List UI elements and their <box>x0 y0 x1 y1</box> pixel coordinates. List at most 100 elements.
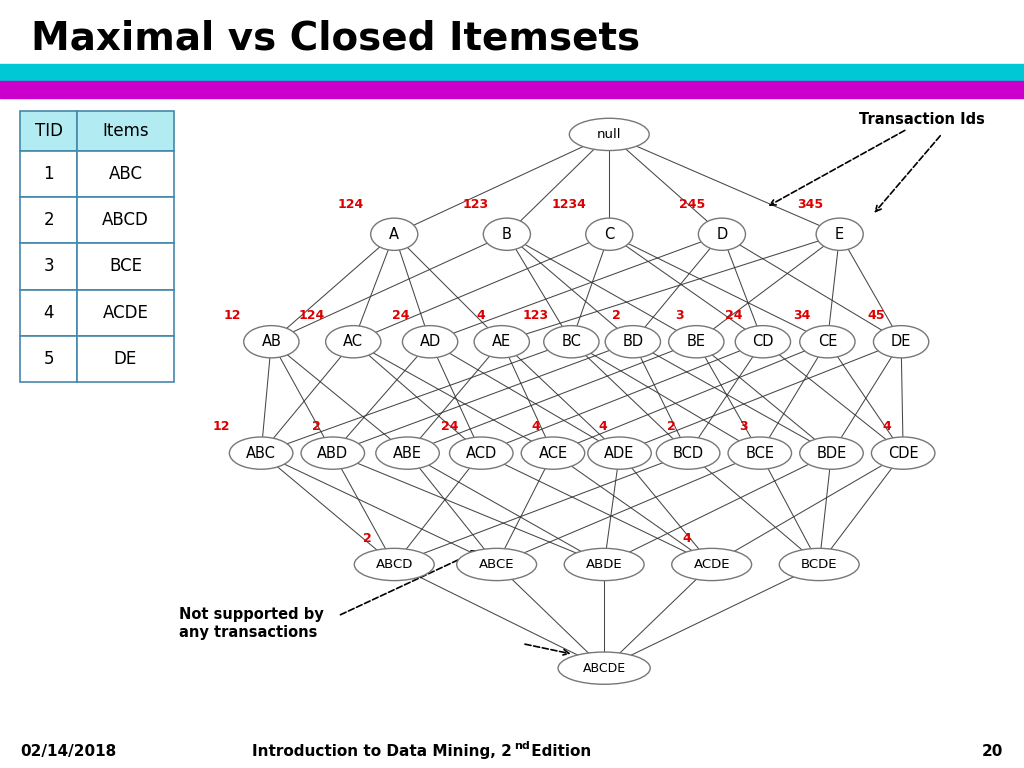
Bar <box>20 151 77 197</box>
Text: 345: 345 <box>797 198 823 211</box>
Text: 24: 24 <box>441 420 459 433</box>
Text: ABC: ABC <box>109 165 142 184</box>
Ellipse shape <box>474 326 529 358</box>
Text: CD: CD <box>753 334 773 349</box>
Text: 124: 124 <box>298 309 325 322</box>
Text: D: D <box>717 227 727 242</box>
Text: 4: 4 <box>682 531 691 545</box>
Ellipse shape <box>816 218 863 250</box>
Bar <box>20 290 77 336</box>
Text: BCE: BCE <box>109 257 142 276</box>
Ellipse shape <box>544 326 599 358</box>
Ellipse shape <box>569 118 649 151</box>
Text: 2: 2 <box>311 420 321 433</box>
Ellipse shape <box>244 326 299 358</box>
Text: BCDE: BCDE <box>801 558 838 571</box>
Text: Not supported by
any transactions: Not supported by any transactions <box>179 607 324 640</box>
Bar <box>77 243 174 290</box>
Text: 2: 2 <box>667 420 676 433</box>
Ellipse shape <box>779 548 859 581</box>
Ellipse shape <box>229 437 293 469</box>
Text: C: C <box>604 227 614 242</box>
Text: 3: 3 <box>676 309 684 322</box>
Bar <box>77 336 174 382</box>
Ellipse shape <box>326 326 381 358</box>
Text: Transaction Ids: Transaction Ids <box>859 111 984 127</box>
Ellipse shape <box>800 437 863 469</box>
Text: 12: 12 <box>223 309 241 322</box>
Bar <box>0 64 1024 81</box>
Text: CE: CE <box>818 334 837 349</box>
Bar <box>20 243 77 290</box>
Text: TID: TID <box>35 122 62 141</box>
Text: ABCD: ABCD <box>376 558 413 571</box>
Text: 24: 24 <box>725 309 742 322</box>
Ellipse shape <box>605 326 660 358</box>
Text: 123: 123 <box>462 198 488 211</box>
Ellipse shape <box>728 437 792 469</box>
Text: ABC: ABC <box>246 445 276 461</box>
Ellipse shape <box>698 218 745 250</box>
Text: AC: AC <box>343 334 364 349</box>
Bar <box>77 290 174 336</box>
Ellipse shape <box>735 326 791 358</box>
Text: 4: 4 <box>598 420 607 433</box>
Text: 02/14/2018: 02/14/2018 <box>20 743 117 759</box>
Text: Maximal vs Closed Itemsets: Maximal vs Closed Itemsets <box>31 19 640 57</box>
Text: AD: AD <box>420 334 440 349</box>
Text: ACE: ACE <box>539 445 567 461</box>
Text: 2: 2 <box>362 531 372 545</box>
Ellipse shape <box>656 437 720 469</box>
Text: 34: 34 <box>794 309 811 322</box>
Text: BDE: BDE <box>816 445 847 461</box>
Ellipse shape <box>669 326 724 358</box>
Bar <box>77 151 174 197</box>
Bar <box>0 81 1024 98</box>
Text: 4: 4 <box>882 420 891 433</box>
Text: 2: 2 <box>43 211 54 230</box>
Text: DE: DE <box>891 334 911 349</box>
Text: ABCDE: ABCDE <box>583 662 626 674</box>
Bar <box>20 111 77 151</box>
Text: nd: nd <box>514 741 529 752</box>
Text: BCD: BCD <box>673 445 703 461</box>
Text: Introduction to Data Mining, 2: Introduction to Data Mining, 2 <box>252 743 512 759</box>
Ellipse shape <box>402 326 458 358</box>
Text: ABCE: ABCE <box>479 558 514 571</box>
Bar <box>20 336 77 382</box>
Ellipse shape <box>871 437 935 469</box>
Ellipse shape <box>354 548 434 581</box>
Ellipse shape <box>586 218 633 250</box>
Text: E: E <box>836 227 844 242</box>
Text: 4: 4 <box>531 420 541 433</box>
Text: BC: BC <box>561 334 582 349</box>
Text: Edition: Edition <box>526 743 592 759</box>
Text: ABCD: ABCD <box>102 211 148 230</box>
Text: 3: 3 <box>739 420 748 433</box>
Ellipse shape <box>672 548 752 581</box>
Text: null: null <box>597 128 622 141</box>
Text: ADE: ADE <box>604 445 635 461</box>
Text: 5: 5 <box>43 349 54 368</box>
Text: CDE: CDE <box>888 445 919 461</box>
Ellipse shape <box>371 218 418 250</box>
Text: ACDE: ACDE <box>693 558 730 571</box>
Ellipse shape <box>376 437 439 469</box>
Text: 4: 4 <box>476 309 485 322</box>
Text: B: B <box>502 227 512 242</box>
Text: 3: 3 <box>43 257 54 276</box>
Text: ACD: ACD <box>466 445 497 461</box>
Ellipse shape <box>800 326 855 358</box>
Text: ABD: ABD <box>317 445 348 461</box>
Ellipse shape <box>483 218 530 250</box>
Text: AE: AE <box>493 334 511 349</box>
Ellipse shape <box>558 652 650 684</box>
Ellipse shape <box>873 326 929 358</box>
Text: BCE: BCE <box>745 445 774 461</box>
Text: DE: DE <box>114 349 137 368</box>
Ellipse shape <box>301 437 365 469</box>
Bar <box>20 197 77 243</box>
Text: 45: 45 <box>867 309 885 322</box>
Ellipse shape <box>450 437 513 469</box>
Bar <box>77 197 174 243</box>
